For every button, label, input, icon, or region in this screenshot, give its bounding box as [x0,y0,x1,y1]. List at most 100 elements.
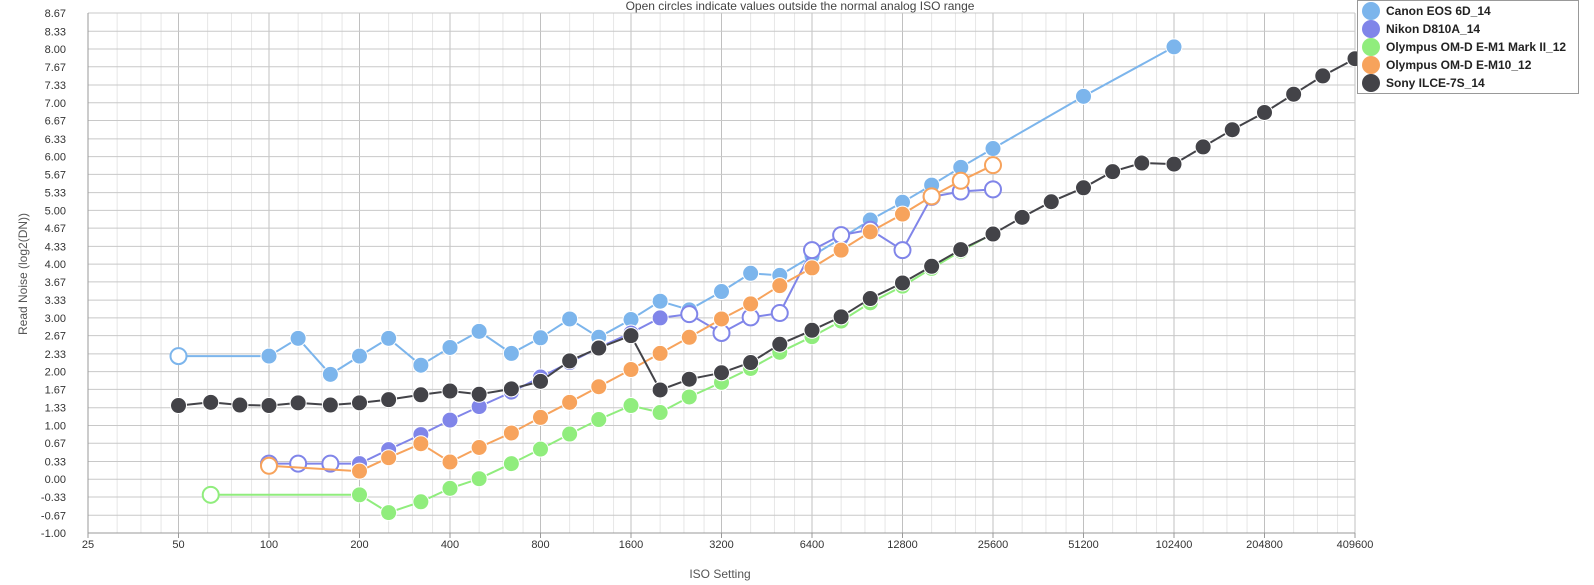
data-point[interactable] [713,364,730,382]
data-point[interactable] [380,329,398,347]
data-point[interactable] [441,411,459,429]
data-point[interactable] [832,241,850,259]
data-point[interactable] [923,257,941,275]
data-point[interactable] [412,493,430,511]
legend-item[interactable]: Canon EOS 6D_14 [1362,2,1574,20]
data-point[interactable] [1075,87,1092,105]
data-point[interactable] [321,454,340,473]
legend-item[interactable]: Sony ILCE-7S_14 [1362,74,1574,92]
data-point[interactable] [622,397,640,415]
data-point[interactable] [984,180,1002,199]
data-point[interactable] [742,264,760,282]
data-point[interactable] [502,380,520,398]
data-point[interactable] [380,449,398,467]
data-point[interactable] [561,352,579,370]
data-point[interactable] [803,321,821,339]
data-point[interactable] [1075,179,1092,197]
data-point[interactable] [1165,155,1183,173]
data-point[interactable] [680,328,698,346]
data-point[interactable] [502,455,520,473]
data-point[interactable] [622,327,640,345]
data-point[interactable] [1013,208,1031,226]
data-point[interactable] [1256,103,1273,121]
data-point[interactable] [1165,38,1183,56]
data-point[interactable] [532,372,549,390]
data-point[interactable] [894,274,911,292]
data-point[interactable] [894,205,911,223]
data-point[interactable] [561,425,579,443]
data-point[interactable] [502,344,520,362]
data-point[interactable] [590,378,608,396]
legend-item[interactable]: Nikon D810A_14 [1362,20,1574,38]
data-point[interactable] [590,339,608,357]
data-point[interactable] [771,335,789,353]
data-point[interactable] [260,397,278,415]
data-point[interactable] [861,290,879,308]
data-point[interactable] [321,365,339,383]
data-point[interactable] [201,485,220,504]
data-point[interactable] [651,292,669,310]
legend-item[interactable]: Olympus OM-D E-M10_12 [1362,56,1574,74]
data-point[interactable] [771,277,789,295]
data-point[interactable] [622,361,640,379]
data-point[interactable] [351,394,368,412]
data-point[interactable] [470,385,488,403]
data-point[interactable] [470,438,488,456]
data-point[interactable] [742,295,760,313]
data-point[interactable] [651,404,669,422]
data-point[interactable] [1194,138,1212,156]
data-point[interactable] [412,435,430,453]
data-point[interactable] [651,381,669,399]
data-point[interactable] [713,310,730,328]
data-point[interactable] [742,354,760,372]
data-point[interactable] [412,356,430,374]
data-point[interactable] [984,225,1002,243]
data-point[interactable] [441,479,459,497]
data-point[interactable] [832,226,851,245]
data-point[interactable] [289,329,307,347]
data-point[interactable] [202,393,220,411]
data-point[interactable] [260,456,278,475]
data-point[interactable] [532,408,549,426]
data-point[interactable] [922,187,941,206]
data-point[interactable] [832,308,850,326]
data-point[interactable] [470,322,488,340]
data-point[interactable] [532,329,549,347]
data-point[interactable] [289,394,307,412]
data-point[interactable] [984,156,1002,175]
data-point[interactable] [680,388,698,406]
legend-item[interactable]: Olympus OM-D E-M1 Mark II_12 [1362,38,1574,56]
data-point[interactable] [289,454,308,473]
data-point[interactable] [803,241,821,260]
data-point[interactable] [351,347,368,365]
data-point[interactable] [590,411,608,429]
data-point[interactable] [351,486,368,504]
data-point[interactable] [441,453,459,471]
data-point[interactable] [1314,67,1332,85]
data-point[interactable] [680,370,698,388]
data-point[interactable] [861,223,879,241]
data-point[interactable] [412,386,430,404]
data-point[interactable] [1042,193,1060,211]
data-point[interactable] [1285,85,1303,103]
data-point[interactable] [561,310,579,328]
data-point[interactable] [1104,163,1122,181]
data-point[interactable] [893,241,912,260]
data-point[interactable] [441,382,459,400]
data-point[interactable] [169,347,188,366]
data-point[interactable] [951,171,970,190]
data-point[interactable] [651,309,669,327]
data-point[interactable] [952,241,970,259]
data-point[interactable] [231,396,249,414]
data-point[interactable] [1133,154,1151,172]
data-point[interactable] [651,344,669,362]
data-point[interactable] [532,440,549,458]
data-point[interactable] [803,259,821,277]
data-point[interactable] [351,462,368,480]
data-point[interactable] [984,140,1002,158]
data-point[interactable] [170,397,187,415]
data-point[interactable] [321,396,339,414]
data-point[interactable] [770,304,789,323]
data-point[interactable] [470,470,488,488]
data-point[interactable] [713,283,730,301]
